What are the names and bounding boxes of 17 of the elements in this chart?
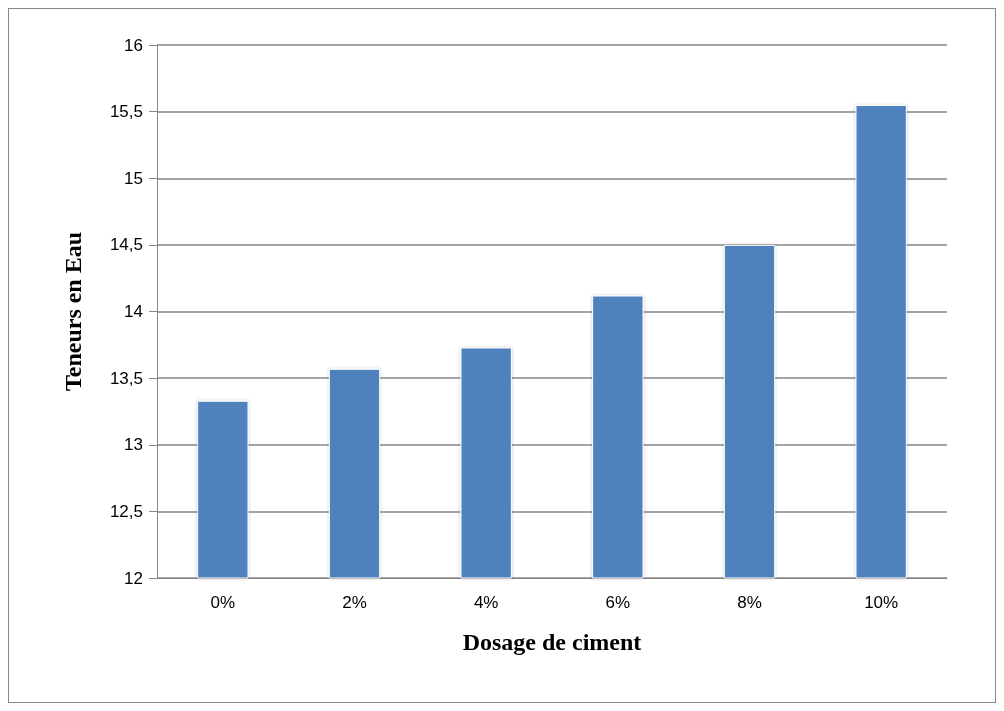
x-axis-title: Dosage de ciment (462, 629, 642, 655)
y-tick-label: 12,5 (109, 501, 143, 521)
x-tick-label: 6% (605, 593, 631, 612)
y-tick-label: 14,5 (109, 235, 143, 255)
y-tick-label: 13,5 (109, 368, 143, 388)
y-axis-title: Teneurs en Eau (60, 231, 86, 392)
x-tick-label: 4% (473, 593, 499, 612)
y-tick-label: 14 (124, 302, 143, 321)
y-tick-label: 13 (124, 435, 143, 455)
y-tick-label: 16 (124, 35, 143, 55)
y-tick-label: 12 (124, 568, 143, 588)
x-tick-label: 2% (342, 593, 367, 612)
y-tick-label: 15,5 (109, 102, 143, 122)
x-tick-label: 0% (210, 593, 236, 612)
x-tick-label: 8% (737, 593, 762, 612)
x-tick-label: 10% (864, 593, 899, 612)
y-tick-label: 15 (124, 168, 143, 188)
